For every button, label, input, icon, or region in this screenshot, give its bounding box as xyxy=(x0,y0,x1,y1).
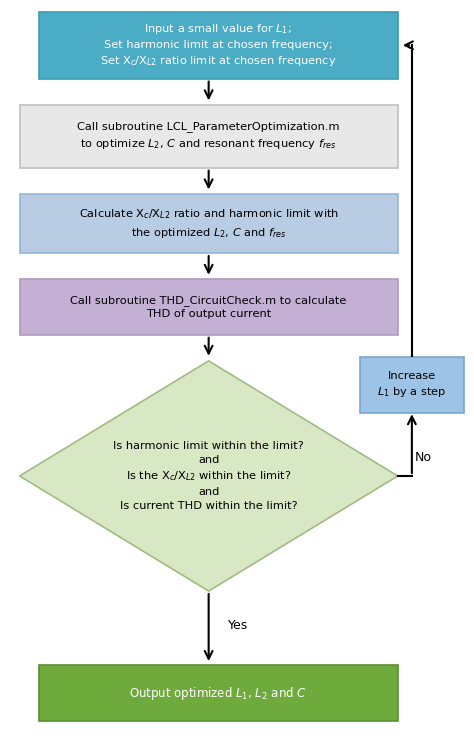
Text: Output optimized $L_1$, $L_2$ and $C$: Output optimized $L_1$, $L_2$ and $C$ xyxy=(129,684,307,702)
Text: No: No xyxy=(415,451,432,464)
Text: Call subroutine THD_CircuitCheck.m to calculate
THD of output current: Call subroutine THD_CircuitCheck.m to ca… xyxy=(71,295,347,319)
FancyBboxPatch shape xyxy=(19,279,398,335)
FancyBboxPatch shape xyxy=(38,12,398,79)
FancyBboxPatch shape xyxy=(19,193,398,253)
FancyBboxPatch shape xyxy=(360,357,464,413)
Text: Call subroutine LCL_ParameterOptimization.m
to optimize $L_2$, $C$ and resonant : Call subroutine LCL_ParameterOptimizatio… xyxy=(77,121,340,151)
FancyBboxPatch shape xyxy=(19,105,398,168)
Text: Is harmonic limit within the limit?
and
Is the X$_c$/X$_{L2}$ within the limit?
: Is harmonic limit within the limit? and … xyxy=(113,440,304,511)
Text: Calculate X$_c$/X$_{L2}$ ratio and harmonic limit with
the optimized $L_2$, $C$ : Calculate X$_c$/X$_{L2}$ ratio and harmo… xyxy=(79,208,338,240)
Text: Input a small value for $L_1$;
Set harmonic limit at chosen frequency;
Set X$_c$: Input a small value for $L_1$; Set harmo… xyxy=(100,22,337,68)
Text: Yes: Yes xyxy=(228,620,248,632)
FancyBboxPatch shape xyxy=(38,665,398,721)
Polygon shape xyxy=(19,361,398,591)
Text: Increase
$L_1$ by a step: Increase $L_1$ by a step xyxy=(377,371,447,400)
